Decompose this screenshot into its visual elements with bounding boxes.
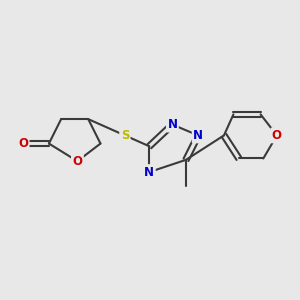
- Text: O: O: [272, 129, 282, 142]
- Text: N: N: [167, 118, 177, 131]
- Text: N: N: [193, 129, 203, 142]
- Text: N: N: [144, 166, 154, 178]
- Text: O: O: [18, 137, 28, 150]
- Text: S: S: [121, 129, 129, 142]
- Text: O: O: [72, 155, 82, 168]
